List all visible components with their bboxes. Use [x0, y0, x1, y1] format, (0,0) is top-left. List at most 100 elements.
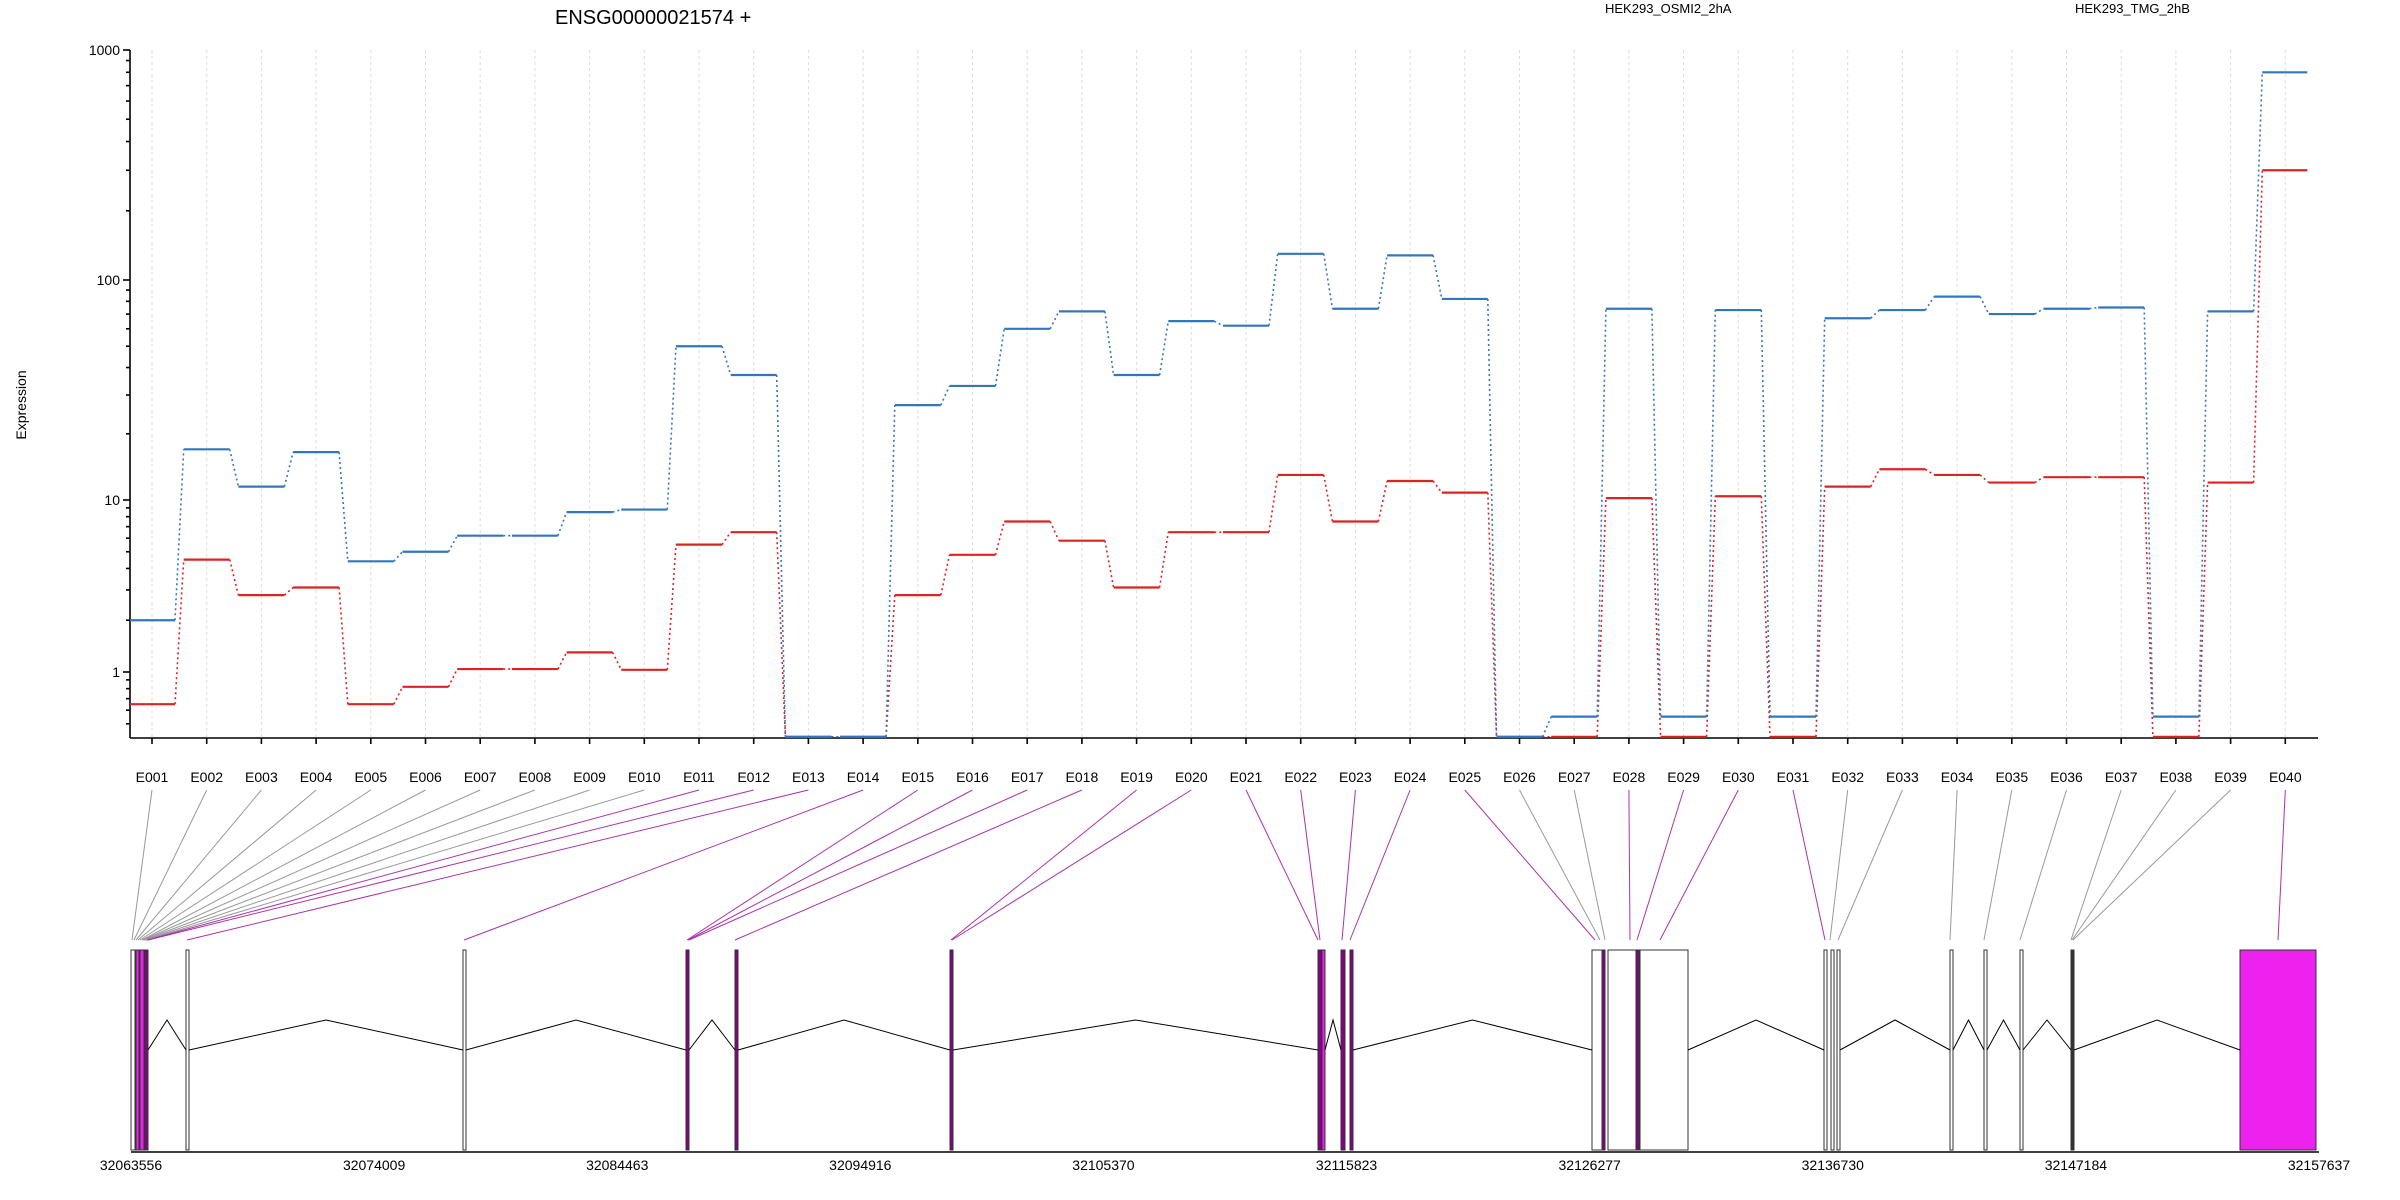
- connector-e024: [1349, 789, 1411, 941]
- connector-e037: [2070, 789, 2122, 941]
- exon-block-11: [1321, 949, 1326, 1151]
- series-0-link: [940, 554, 951, 596]
- exon-block-21: [1836, 949, 1841, 1151]
- exon-block-26: [2239, 949, 2317, 1151]
- connector-e005: [139, 789, 372, 941]
- series-1-link: [1979, 296, 1990, 315]
- legend-entry-osmi[interactable]: HEK293_OSMI2_2hA: [1605, 1, 1732, 16]
- x-tick-label-e006: E006: [409, 769, 442, 785]
- exon-block-16: [1607, 949, 1637, 1151]
- series-1-link: [1049, 311, 1060, 330]
- series-layer: [130, 71, 2308, 738]
- genomic-tick-label-32147184: 32147184: [2045, 1157, 2108, 1173]
- x-tick-label-e001: E001: [136, 769, 169, 785]
- connector-e012: [147, 789, 754, 941]
- series-1-link: [994, 328, 1005, 387]
- x-tick-label-e026: E026: [1503, 769, 1536, 785]
- connector-e030: [1659, 789, 1739, 941]
- exon-block-7: [685, 949, 690, 1151]
- x-tick-label-e011: E011: [683, 769, 715, 785]
- connector-e033: [1837, 789, 1903, 941]
- exon-block-8: [734, 949, 739, 1151]
- connector-e002: [133, 789, 208, 941]
- x-tick-label-e005: E005: [354, 769, 387, 785]
- x-tick-label-e023: E023: [1339, 769, 1372, 785]
- series-0-link: [1705, 496, 1717, 737]
- series-0-link: [2252, 170, 2264, 483]
- legend-entry-tmg[interactable]: HEK293_TMG_2hB: [2075, 1, 2190, 16]
- connector-e016: [687, 789, 973, 941]
- x-tick-label-e024: E024: [1394, 769, 1427, 785]
- connector-e010: [145, 789, 645, 941]
- x-tick-label-e019: E019: [1120, 769, 1153, 785]
- x-tick-label-e016: E016: [956, 769, 989, 785]
- series-1-link: [666, 346, 677, 510]
- exon-block-17: [1635, 949, 1640, 1151]
- series-0-link: [283, 586, 294, 596]
- intron-7: [1324, 1018, 1342, 1051]
- y-tick-label-1000: 1000: [89, 42, 120, 58]
- exon-block-19: [1823, 949, 1828, 1151]
- exon-block-25: [2070, 949, 2075, 1151]
- series-1-link: [612, 508, 622, 513]
- connector-e029: [1636, 789, 1685, 941]
- x-tick-label-e033: E033: [1886, 769, 1919, 785]
- connector-e001: [131, 789, 153, 941]
- series-0-link: [885, 595, 896, 737]
- connector-e036: [2019, 789, 2067, 941]
- series-1-link: [2143, 307, 2154, 717]
- y-tick-label-10: 10: [104, 492, 120, 508]
- series-1-link: [1651, 308, 1662, 717]
- series-0-link: [1979, 474, 1990, 484]
- connector-e009: [144, 789, 590, 941]
- connector-e025: [1464, 789, 1596, 941]
- x-tick-label-e027: E027: [1558, 769, 1591, 785]
- genomic-tick-label-32157637: 32157637: [2288, 1157, 2351, 1173]
- connector-e022: [1300, 789, 1321, 941]
- x-tick-label-e020: E020: [1175, 769, 1208, 785]
- series-1-link: [174, 449, 185, 621]
- genomic-axis: 32063556 32074009 32084463 32094916 32105370…: [100, 1151, 2351, 1173]
- exon-connectors: [131, 789, 2286, 941]
- series-1-link: [1870, 309, 1880, 319]
- connector-e028: [1628, 789, 1631, 941]
- y-axis: 1 10 100 1000: [89, 42, 131, 738]
- connector-e006: [141, 789, 426, 941]
- y-axis-label: Expression: [13, 370, 29, 439]
- series-1-link: [1158, 321, 1170, 376]
- series-0-link: [1432, 480, 1443, 494]
- x-tick-label-e031: E031: [1777, 769, 1810, 785]
- exon-block-4: [144, 949, 149, 1151]
- x-tick-label-e028: E028: [1613, 769, 1646, 785]
- exon-block-3: [139, 949, 145, 1151]
- x-tick-label-e009: E009: [573, 769, 606, 785]
- genomic-tick-label-32126277: 32126277: [1559, 1157, 1622, 1173]
- connector-e008: [143, 789, 536, 941]
- series-0-link: [1487, 492, 1498, 737]
- exon-block-23: [1983, 949, 1988, 1151]
- x-tick-label-e010: E010: [628, 769, 661, 785]
- series-1-link: [1432, 255, 1443, 300]
- x-tick-label-e015: E015: [901, 769, 934, 785]
- connector-e034: [1949, 789, 1958, 941]
- series-0: [130, 169, 2308, 738]
- intron-1: [147, 1019, 187, 1051]
- connector-e014: [463, 789, 864, 941]
- series-0-link: [2034, 476, 2044, 484]
- series-1-link: [1705, 310, 1717, 717]
- x-tick-label-e039: E039: [2214, 769, 2247, 785]
- x-tick-label-e018: E018: [1066, 769, 1099, 785]
- genomic-tick-label-32094916: 32094916: [829, 1157, 892, 1173]
- series-0-link: [1268, 474, 1279, 533]
- exon-block-14: [1591, 949, 1603, 1151]
- series-1-link: [775, 374, 787, 737]
- series-0-link: [1760, 496, 1771, 737]
- connector-e011: [146, 789, 700, 941]
- series-0-link: [1869, 468, 1881, 488]
- x-tick-label-e017: E017: [1011, 769, 1044, 785]
- genomic-tick-label-32084463: 32084463: [586, 1157, 649, 1173]
- series-0-link: [1049, 521, 1060, 542]
- series-0-link: [338, 587, 349, 705]
- series-1-link: [393, 551, 404, 562]
